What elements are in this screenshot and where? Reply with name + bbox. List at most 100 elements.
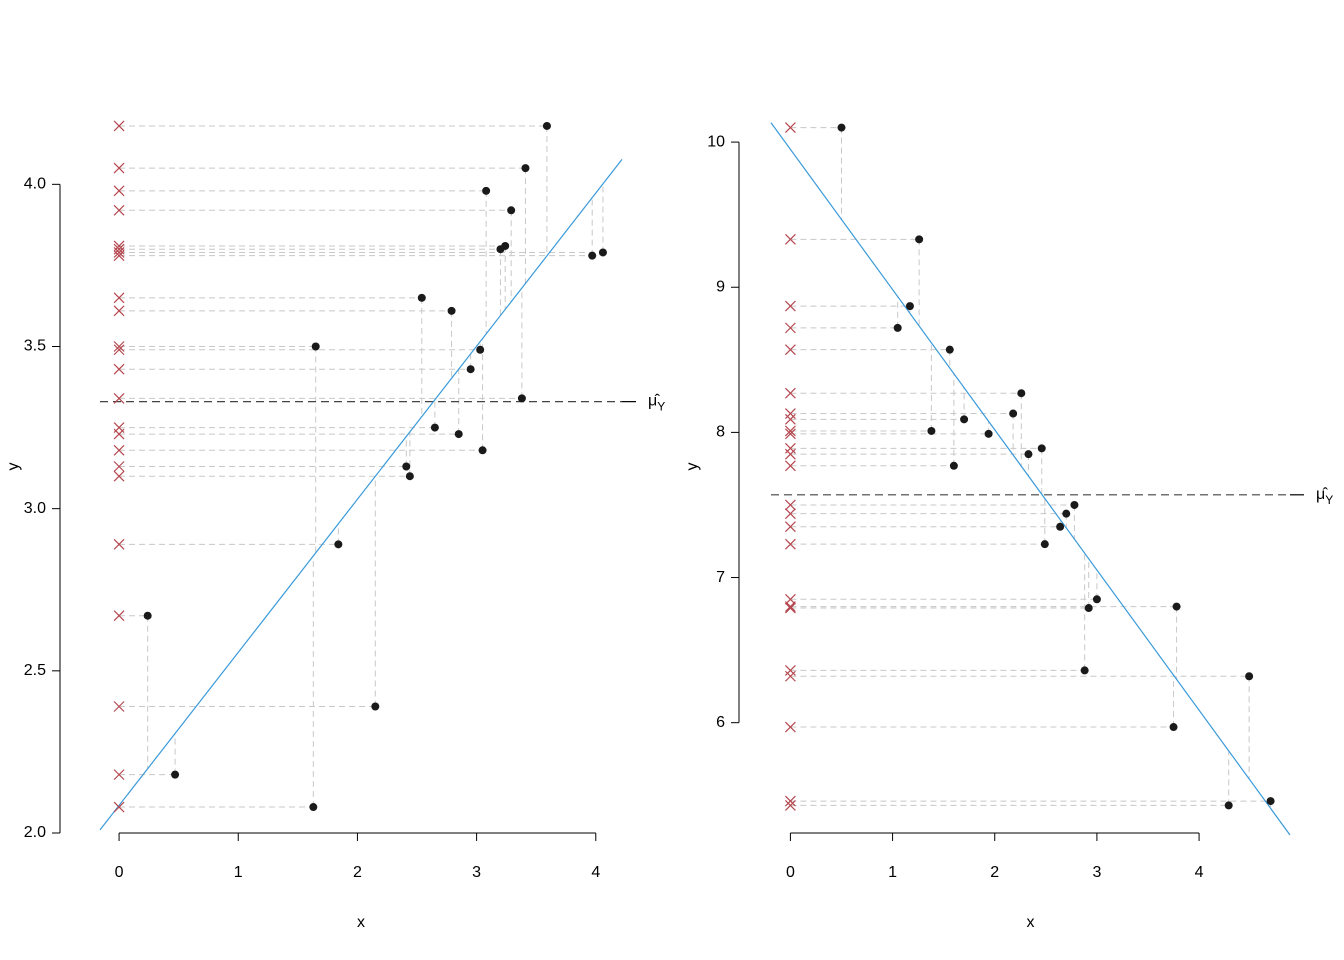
mean-label: μ̂Y <box>648 393 665 414</box>
x-tick-label: 0 <box>786 864 795 881</box>
projection-cross <box>784 425 796 437</box>
projection-cross <box>113 344 125 356</box>
y-tick-label: 2.5 <box>24 662 46 679</box>
projection-cross <box>784 122 796 134</box>
x-tick-label: 4 <box>1195 864 1204 881</box>
projection-cross <box>113 341 125 352</box>
projection-cross <box>113 250 125 262</box>
point <box>143 611 152 620</box>
x-tick-label: 1 <box>888 864 897 881</box>
projection-cross <box>113 470 125 482</box>
point <box>517 394 526 403</box>
point <box>521 164 530 173</box>
x-tick-label: 3 <box>1092 864 1101 881</box>
y-tick-label: 8 <box>716 424 725 441</box>
projection-cross <box>113 363 125 375</box>
projection-cross <box>113 162 125 174</box>
y-tick-label: 2.0 <box>24 824 46 841</box>
y-tick-label: 9 <box>716 278 725 295</box>
point <box>1062 509 1071 518</box>
point <box>949 461 958 470</box>
point <box>1080 666 1089 675</box>
point <box>1172 602 1181 611</box>
projection-cross <box>113 801 125 813</box>
point <box>1056 522 1065 531</box>
y-axis-label: y <box>684 463 701 471</box>
mean-subscript: Y <box>657 400 665 414</box>
projection-cross <box>784 408 796 419</box>
fit-line <box>770 122 1291 836</box>
x-axis-label: x <box>357 914 365 931</box>
projection-cross <box>113 120 125 132</box>
point <box>927 426 936 435</box>
point <box>915 235 924 244</box>
projection-cross <box>784 538 796 550</box>
point <box>309 803 318 812</box>
projection-cross <box>784 442 796 454</box>
point <box>960 415 969 424</box>
point <box>598 248 607 257</box>
panel: μ̂Y 6 7 8 9 10 0 1 2 3 4 x y <box>684 122 1333 931</box>
projection-cross <box>784 670 796 682</box>
point <box>496 245 505 254</box>
panel: μ̂Y 2.0 2.5 3.0 3.5 4.0 0 1 2 3 4 x y <box>5 120 665 931</box>
point <box>447 306 456 315</box>
projection-cross <box>784 322 796 334</box>
fit-line <box>99 159 623 831</box>
mean-subscript: Y <box>1325 493 1333 507</box>
projection-cross <box>113 538 125 550</box>
x-tick-label: 4 <box>591 864 600 881</box>
y-tick-label: 10 <box>707 133 725 150</box>
point <box>311 342 320 351</box>
projection-cross <box>113 428 125 440</box>
projection-cross <box>784 233 796 245</box>
mean-symbol: μ̂ <box>648 393 660 410</box>
projection-cross <box>784 799 796 811</box>
point <box>588 251 597 260</box>
mean-label: μ̂Y <box>1316 486 1333 507</box>
projection-cross <box>113 392 125 404</box>
projection-cross <box>784 601 796 612</box>
projection-cross <box>784 721 796 733</box>
projection-cross <box>784 665 796 676</box>
point <box>417 293 426 302</box>
point <box>482 186 491 195</box>
point <box>1092 595 1101 604</box>
projection-cross <box>784 499 796 511</box>
y-tick-label: 3.0 <box>24 500 46 517</box>
point <box>1070 500 1079 509</box>
point <box>1037 444 1046 453</box>
point <box>476 345 485 354</box>
projection-cross <box>113 204 125 216</box>
point <box>1024 450 1033 459</box>
point <box>945 345 954 354</box>
point <box>1009 409 1018 418</box>
projection-cross <box>113 610 125 622</box>
projection-cross <box>784 413 796 425</box>
point <box>507 206 516 215</box>
point <box>1266 797 1275 806</box>
point <box>1169 723 1178 732</box>
projection-cross <box>784 428 796 440</box>
point <box>466 365 475 374</box>
mean-symbol: μ̂ <box>1316 486 1328 503</box>
point <box>171 770 180 779</box>
point <box>984 429 993 438</box>
point <box>1017 389 1026 398</box>
x-tick-label: 0 <box>115 864 124 881</box>
point <box>1084 604 1093 613</box>
point <box>1040 540 1049 549</box>
projection-cross <box>113 444 125 456</box>
point <box>542 121 551 130</box>
point <box>405 472 414 481</box>
projection-cross <box>113 769 125 781</box>
projection-cross <box>784 460 796 472</box>
projection-cross <box>784 521 796 533</box>
x-tick-label: 1 <box>234 864 243 881</box>
point <box>334 540 343 549</box>
projection-cross <box>784 508 796 520</box>
point <box>371 702 380 711</box>
point <box>402 462 411 471</box>
projection-cross <box>784 448 796 460</box>
